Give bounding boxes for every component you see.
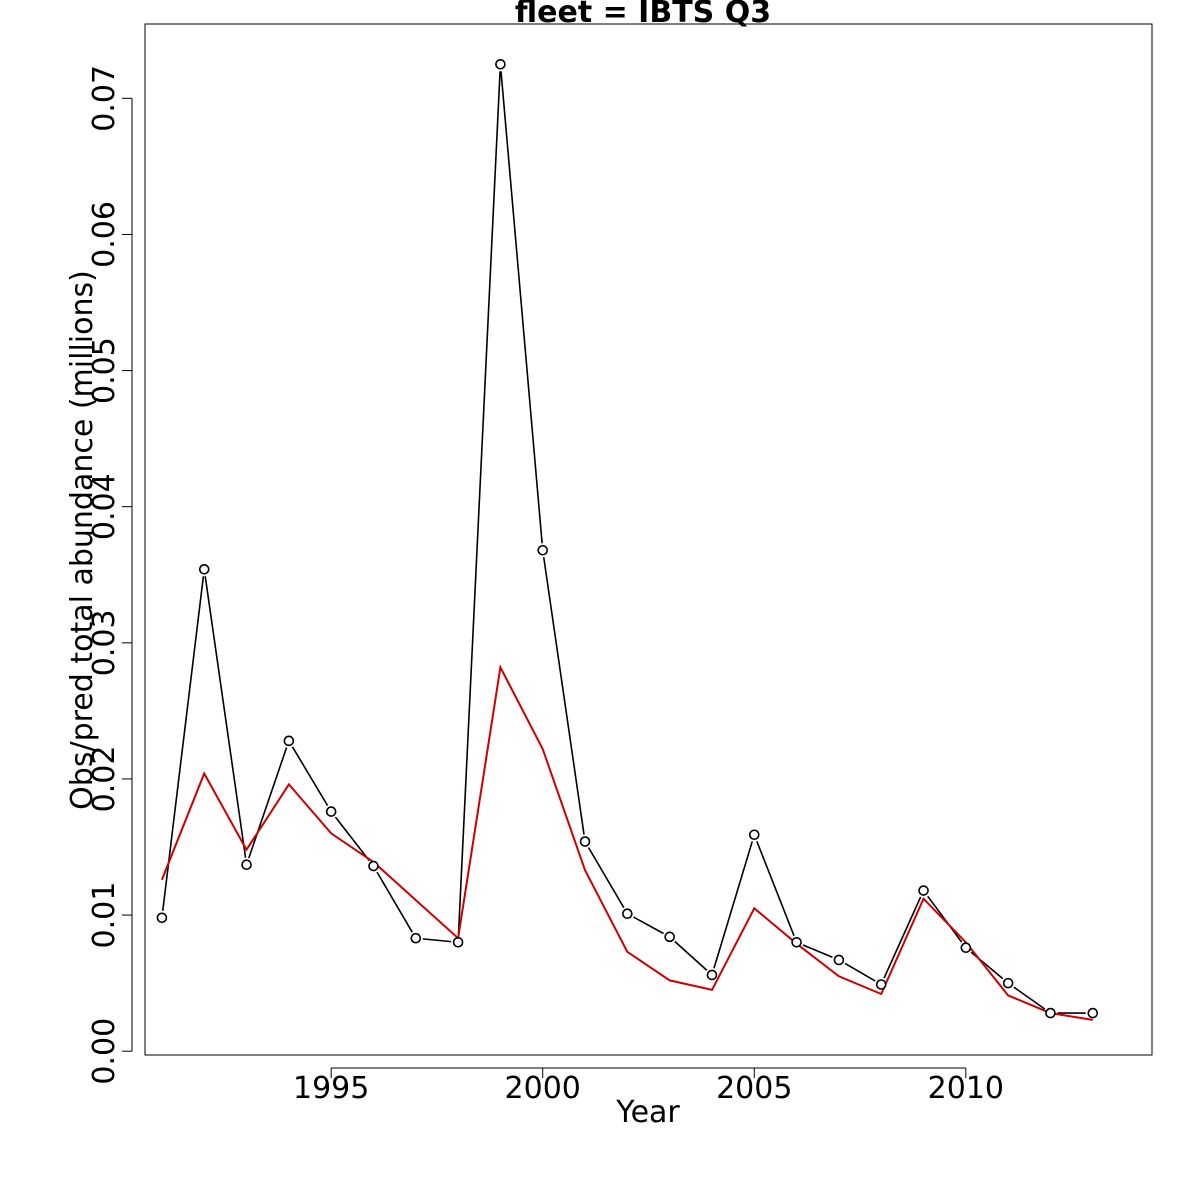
chart-title: fleet = IBTS Q3 (515, 0, 771, 30)
observed-segment (1013, 986, 1046, 1010)
observed-point (579, 836, 591, 847)
y-tick-label: 0.01 (87, 882, 122, 949)
x-tick-label: 2010 (928, 1071, 1004, 1106)
observed-point (156, 912, 168, 924)
observed-point (495, 58, 506, 70)
observed-point (198, 564, 210, 575)
observed-segment (844, 962, 876, 982)
observed-segment (500, 71, 543, 544)
observed-segment (248, 747, 288, 859)
observed-point (706, 969, 718, 981)
y-tick-label: 0.06 (87, 201, 122, 268)
observed-point (918, 885, 929, 896)
y-axis: 0.00 0.01 0.02 0.03 0.04 0.05 0.06 0.07 (87, 65, 133, 1085)
predicted-line (160, 664, 1093, 1021)
observed-point (452, 936, 464, 948)
observed-segment (161, 576, 205, 911)
observed-point (410, 932, 422, 944)
observed-segment (204, 576, 247, 858)
observed-segment (802, 944, 833, 959)
y-tick-label: 0.05 (87, 337, 122, 404)
observed-point (1002, 977, 1014, 989)
observed-point (283, 735, 295, 747)
x-axis: 1995 2000 2005 2010 (293, 1067, 1004, 1106)
x-tick-label: 2000 (505, 1071, 581, 1106)
observed-segment (376, 871, 413, 933)
observed-point (1087, 1007, 1099, 1019)
x-tick-label: 2005 (716, 1071, 792, 1106)
plot-box (144, 23, 1153, 1056)
observed-point (748, 829, 760, 841)
x-tick-label: 1995 (293, 1071, 369, 1106)
observed-segment (713, 841, 754, 969)
observed-segment (542, 557, 585, 835)
series-layer (156, 58, 1099, 1021)
observed-segment (633, 916, 664, 935)
observed-segment (291, 746, 329, 807)
observed-segment (883, 896, 922, 979)
y-tick-label: 0.00 (87, 1018, 122, 1085)
y-tick-label: 0.04 (87, 473, 122, 540)
observed-point (241, 859, 252, 870)
observed-point (833, 954, 845, 966)
observed-segment (674, 940, 708, 971)
observed-point (875, 979, 887, 990)
observed-point (325, 806, 337, 817)
observed-segment (457, 71, 501, 936)
y-axis-title: Obs/pred total abundance (millions) (65, 270, 100, 810)
observed-segment (587, 847, 625, 909)
x-axis-title: Year (615, 1095, 680, 1130)
y-tick-label: 0.07 (87, 65, 122, 132)
observed-point (1045, 1007, 1056, 1019)
observed-segment (756, 840, 795, 937)
observed-segment (334, 816, 370, 862)
observed-segment (422, 938, 452, 943)
observed-point (791, 936, 802, 948)
y-tick-label: 0.02 (87, 746, 122, 813)
observed-point (960, 942, 972, 954)
observed-point (622, 908, 633, 920)
observed-point (368, 860, 379, 872)
observed-point (664, 931, 675, 943)
y-tick-label: 0.03 (87, 609, 122, 676)
observed-point (537, 544, 549, 556)
